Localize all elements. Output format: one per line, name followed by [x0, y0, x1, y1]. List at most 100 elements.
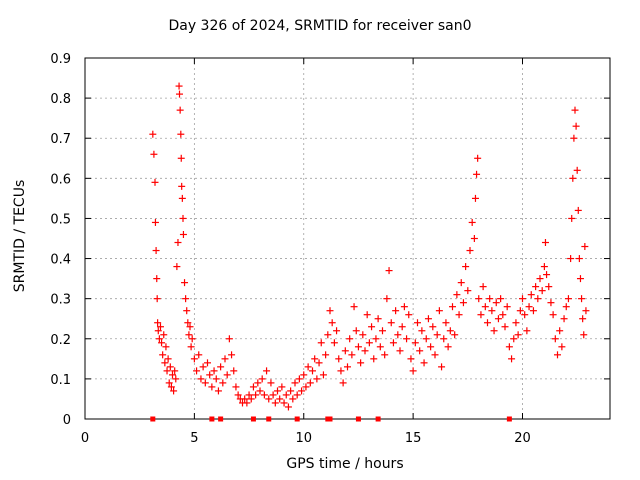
data-point	[315, 359, 323, 367]
data-point	[333, 327, 341, 335]
axis-ticks	[84, 57, 610, 420]
data-point	[438, 363, 446, 371]
data-point	[407, 355, 415, 363]
data-point	[477, 311, 485, 319]
data-point	[503, 303, 511, 311]
data-point	[516, 307, 524, 315]
data-point	[484, 319, 491, 327]
data-point	[497, 295, 505, 303]
data-point	[571, 106, 579, 114]
data-point	[389, 339, 397, 347]
data-point	[551, 335, 559, 343]
data-point	[582, 307, 590, 315]
data-point	[230, 367, 238, 375]
data-point	[379, 327, 386, 335]
data-point	[309, 367, 316, 375]
data-point	[494, 315, 502, 323]
data-point	[394, 331, 402, 339]
data-point	[512, 319, 520, 327]
data-point	[521, 311, 529, 319]
data-point	[464, 287, 472, 295]
data-point	[481, 303, 489, 311]
data-point	[471, 194, 479, 202]
data-point	[160, 331, 168, 339]
data-point	[317, 339, 325, 347]
data-point	[173, 263, 181, 271]
data-point	[383, 295, 391, 303]
data-point	[152, 247, 160, 255]
data-point	[462, 263, 470, 271]
y-tick-label: 0.1	[50, 373, 71, 388]
data-point	[411, 339, 419, 347]
data-point	[204, 359, 211, 367]
data-point	[158, 339, 166, 347]
data-point	[499, 311, 507, 319]
data-point	[187, 343, 195, 351]
data-point	[154, 319, 162, 327]
data-point	[492, 299, 500, 307]
data-point	[433, 331, 441, 339]
data-point	[527, 291, 535, 299]
data-point	[540, 263, 548, 271]
data-point	[217, 363, 225, 371]
data-point	[564, 295, 572, 303]
data-point	[289, 395, 297, 403]
data-point	[581, 243, 589, 251]
data-point	[280, 399, 288, 407]
data-point	[295, 375, 303, 383]
data-point	[562, 303, 570, 311]
data-point	[532, 283, 540, 291]
data-point	[153, 295, 161, 303]
data-point	[385, 267, 393, 275]
data-point	[416, 347, 424, 355]
data-point	[357, 359, 365, 367]
data-point	[151, 178, 159, 186]
data-point	[554, 351, 561, 359]
data-point	[330, 339, 338, 347]
x-tick-labels: 0 5 10 15 20	[81, 431, 531, 446]
data-point	[473, 170, 481, 178]
data-point	[424, 315, 432, 323]
data-point	[361, 347, 369, 355]
zero-marker	[355, 416, 361, 422]
data-point	[381, 351, 389, 359]
data-point	[579, 315, 587, 323]
data-point	[241, 395, 249, 403]
x-tick-label: 10	[295, 431, 312, 446]
data-point	[457, 279, 465, 287]
data-point	[459, 299, 467, 307]
data-point	[365, 339, 373, 347]
data-point	[466, 247, 474, 255]
x-tick-label: 15	[405, 431, 422, 446]
data-point	[580, 331, 588, 339]
data-point	[210, 367, 218, 375]
data-point	[167, 383, 175, 391]
data-point	[298, 387, 306, 395]
data-point	[370, 355, 378, 363]
data-point	[232, 383, 240, 391]
data-point	[475, 295, 483, 303]
x-tick-label: 20	[514, 431, 531, 446]
data-point	[510, 335, 518, 343]
data-point	[420, 359, 428, 367]
data-point	[159, 351, 167, 359]
y-tick-label: 0.5	[50, 212, 71, 227]
data-point	[468, 218, 476, 226]
data-point	[335, 355, 343, 363]
data-point	[490, 327, 498, 335]
data-point	[350, 303, 358, 311]
y-axis-label: SRMTID / TECUs	[12, 179, 28, 293]
data-point	[156, 323, 164, 331]
data-point	[352, 327, 360, 335]
data-point	[274, 387, 281, 395]
data-point	[178, 194, 186, 202]
data-point	[398, 323, 406, 331]
data-point	[269, 391, 277, 399]
data-point	[245, 391, 253, 399]
data-point	[348, 351, 356, 359]
data-point	[444, 343, 452, 351]
data-point	[311, 355, 319, 363]
data-point	[543, 271, 551, 279]
data-point	[440, 335, 448, 343]
